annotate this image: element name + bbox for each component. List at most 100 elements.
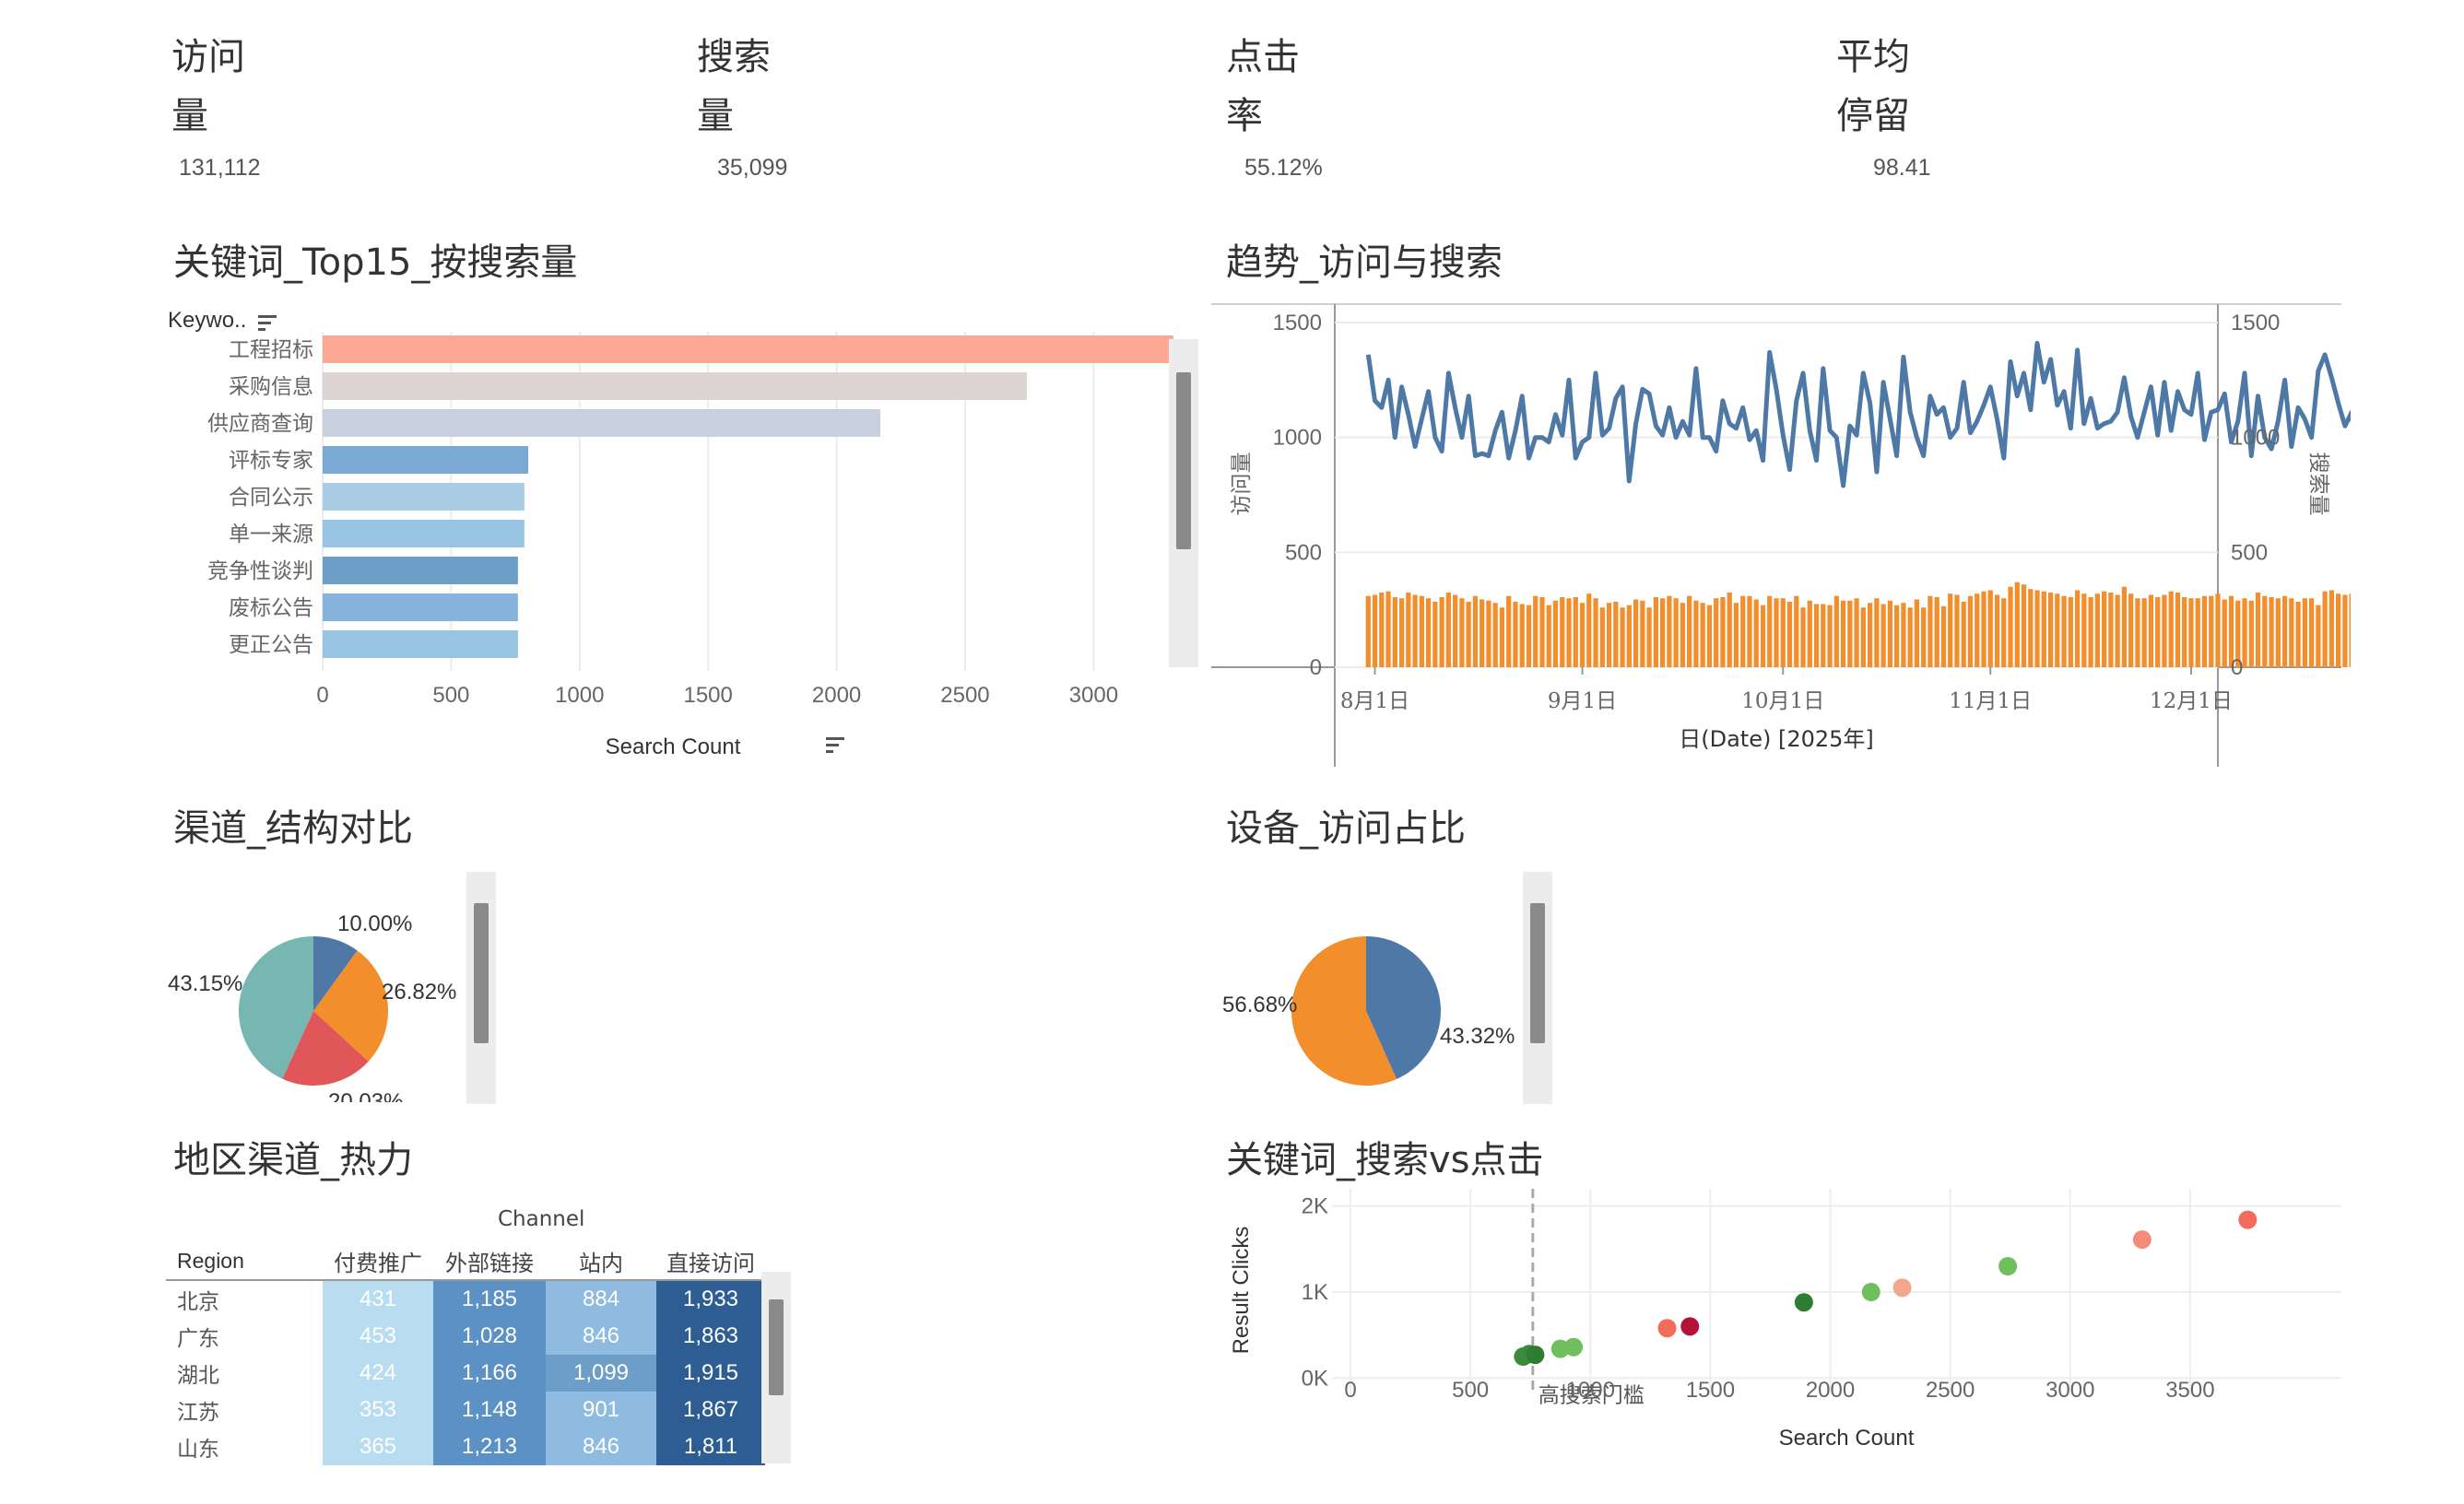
keyword-category-label: 供应商查询: [207, 412, 313, 436]
search-bar: [1573, 596, 1578, 667]
search-bar: [1874, 598, 1880, 667]
keyword-scrollbar[interactable]: [1169, 339, 1198, 667]
heatmap-cell[interactable]: 424: [323, 1355, 433, 1392]
kpi-value: 55.12%: [1244, 155, 1323, 181]
heatmap-col-label: 付费推广: [334, 1250, 422, 1276]
heatmap-cell[interactable]: 846: [546, 1318, 656, 1355]
heatmap-cell[interactable]: 846: [546, 1428, 656, 1465]
search-bar: [2081, 593, 2087, 667]
scatter-point: [2238, 1210, 2258, 1229]
heatmap-cell[interactable]: 901: [546, 1392, 656, 1428]
search-bar: [2302, 598, 2307, 667]
search-bar: [1687, 595, 1692, 667]
heatmap-cell[interactable]: 1,185: [433, 1280, 546, 1318]
x-tick-label: 10月1日: [1741, 689, 1824, 713]
channel-scrollbar[interactable]: [466, 872, 496, 1104]
y-tick-label: 2K: [1302, 1194, 1328, 1219]
kpi-label: 点击: [1226, 36, 1300, 78]
heatmap-cell[interactable]: 365: [323, 1428, 433, 1465]
scatter-point: [1564, 1337, 1584, 1357]
keyword-bar: [323, 372, 1027, 400]
heatmap-cell[interactable]: 1,166: [433, 1355, 546, 1392]
keyword-scrollbar-thumb[interactable]: [1176, 372, 1191, 549]
heatmap-title: 地区渠道_热力: [173, 1139, 413, 1181]
heatmap-row-header: Region: [166, 1242, 323, 1280]
heatmap-cell[interactable]: 884: [546, 1280, 656, 1318]
search-bar: [2255, 592, 2261, 667]
heatmap-cell[interactable]: 1,148: [433, 1392, 546, 1428]
channel-scrollbar-thumb[interactable]: [474, 903, 489, 1043]
y-tick-label: 500: [1285, 540, 1322, 565]
search-bar: [2061, 595, 2067, 667]
search-bar: [1774, 598, 1779, 667]
heatmap-cell[interactable]: 1,099: [546, 1355, 656, 1392]
device-scrollbar[interactable]: [1523, 872, 1552, 1104]
search-bar: [1406, 592, 1411, 667]
search-bar: [1867, 603, 1873, 667]
keyword-category-label: 更正公告: [229, 633, 313, 657]
heatmap-cell[interactable]: 1,811: [656, 1428, 765, 1465]
search-bar: [1813, 604, 1820, 667]
heatmap-cell[interactable]: 453: [323, 1318, 433, 1355]
x-tick-label: 2500: [940, 683, 989, 708]
search-bar: [2021, 584, 2027, 667]
heatmap-col-label: 直接访问: [666, 1250, 755, 1276]
table-row: 江苏 353 1,148 901 1,867: [166, 1392, 765, 1428]
sort-icon[interactable]: [258, 315, 277, 331]
heatmap-cell[interactable]: 431: [323, 1280, 433, 1318]
search-bar: [1653, 596, 1658, 667]
table-row: 山东 365 1,213 846 1,811: [166, 1428, 765, 1465]
keyword-x-axis-title[interactable]: Search Count: [606, 734, 741, 759]
heatmap-cell[interactable]: 1,213: [433, 1428, 546, 1465]
x-tick-label: 8月1日: [1340, 689, 1409, 713]
search-bar: [2047, 592, 2054, 667]
heatmap-cell[interactable]: 1,863: [656, 1318, 765, 1355]
keyword-category-label: 采购信息: [229, 375, 313, 399]
search-bar: [2162, 594, 2167, 667]
search-bar: [1579, 603, 1586, 667]
search-bar: [1419, 595, 1424, 667]
heatmap-region: 广东: [166, 1318, 323, 1355]
scatter-chart-title: 关键词_搜索vs点击: [1226, 1139, 1544, 1181]
kpi-value: 98.41: [1873, 155, 1931, 181]
keyword-row-header[interactable]: Keywo..: [168, 308, 246, 333]
heatmap-cell[interactable]: 1,915: [656, 1355, 765, 1392]
x-tick-label: 9月1日: [1548, 689, 1617, 713]
heatmap-cell[interactable]: 1,867: [656, 1392, 765, 1428]
heatmap-cell[interactable]: 1,933: [656, 1280, 765, 1318]
search-bar: [1940, 605, 1947, 667]
left-y-axis-title: 访问量: [1230, 452, 1254, 516]
keyword-bars: [323, 335, 1173, 658]
search-bar: [1453, 594, 1458, 667]
kpi-label: 率: [1226, 95, 1263, 137]
pie-slice: [1291, 936, 1397, 1086]
scatter-y-axis-title: Result Clicks: [1229, 1227, 1254, 1355]
search-bar: [1901, 603, 1906, 667]
device-scrollbar-thumb[interactable]: [1530, 903, 1545, 1043]
trend-chart: 1500 1500 1000 1000 500 500 0 0 8月1日 9月1日 10月1日 11…: [1211, 303, 2351, 767]
trend-chart-title: 趋势_访问与搜索: [1226, 241, 1503, 284]
x-tick-label: 3000: [2045, 1378, 2094, 1403]
sort-icon[interactable]: [826, 737, 844, 753]
heatmap-cell[interactable]: 1,028: [433, 1318, 546, 1355]
x-tick-label: 0: [316, 683, 328, 708]
keyword-category-label: 评标专家: [229, 449, 313, 473]
search-bar: [1626, 605, 1632, 667]
heatmap-cell[interactable]: 353: [323, 1392, 433, 1428]
keyword-x-ticks: 0 500 1000 1500 2000 2500 3000: [316, 683, 1118, 708]
search-bar: [2135, 598, 2140, 667]
search-bar: [2014, 582, 2020, 667]
pie-slice: [239, 936, 313, 1079]
search-bar: [2222, 599, 2227, 667]
search-bar: [1747, 595, 1752, 667]
keyword-bar: [323, 557, 518, 584]
heatmap-scrollbar-thumb[interactable]: [769, 1299, 784, 1395]
search-bar: [2182, 596, 2187, 667]
scatter-point: [1794, 1293, 1813, 1312]
pie-label-10: 10.00%: [337, 911, 412, 936]
search-bar: [2242, 598, 2247, 667]
heatmap-scrollbar[interactable]: [761, 1272, 791, 1463]
scatter-ticks: 0 500 1000 1500 2000 2500 3000 3500 2K 1K 0K: [1302, 1194, 2215, 1403]
pie-label-20: 20.03%: [328, 1089, 403, 1102]
